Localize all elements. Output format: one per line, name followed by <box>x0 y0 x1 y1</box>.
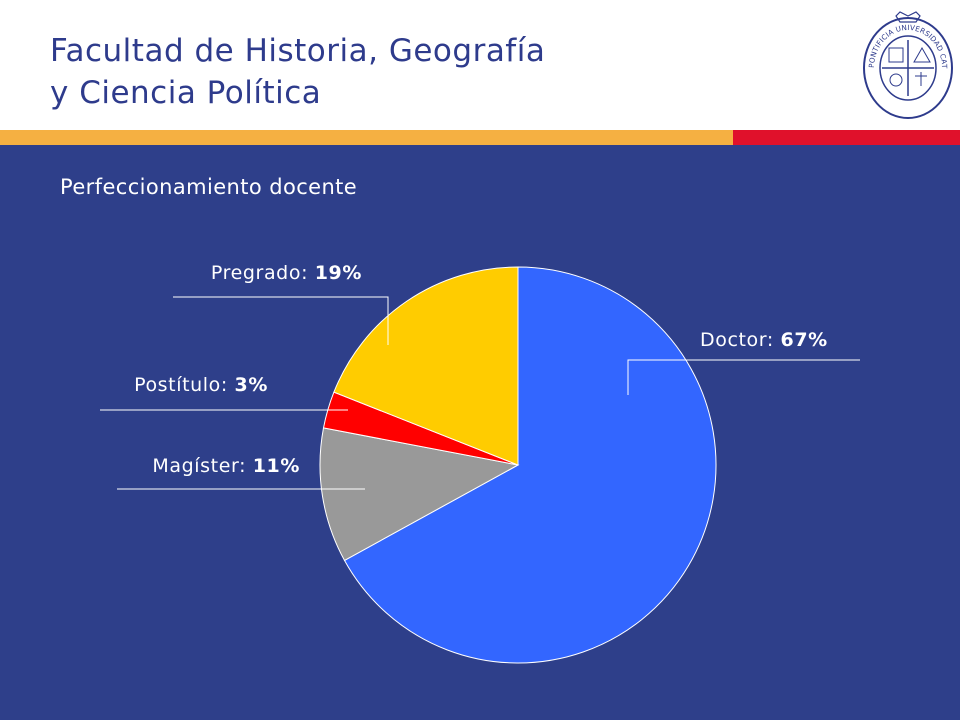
pie-slice-pregrado <box>333 266 519 466</box>
data-label-name-pregrado: Pregrado: <box>211 262 315 284</box>
pie-slice-doctor <box>343 266 717 664</box>
data-label-postitulo: Postítulo: 3% <box>134 374 268 396</box>
data-label-magister: Magíster: 11% <box>152 455 300 477</box>
data-label-value-postitulo: 3% <box>235 374 268 396</box>
data-label-name-doctor: Doctor: <box>700 329 781 351</box>
pie-slice-magister <box>319 427 520 562</box>
data-label-value-magister: 11% <box>253 455 300 477</box>
data-label-value-pregrado: 19% <box>315 262 362 284</box>
data-label-doctor: Doctor: 67% <box>700 329 828 351</box>
data-label-name-magister: Magíster: <box>152 455 252 477</box>
pie-chart: Doctor: 67% Magíster: 11% Postítulo: 3% Pre… <box>100 262 860 664</box>
university-seal-logo: PONTIFICIA UNIVERSIDAD CATÓLICA DE CHILE <box>860 10 953 119</box>
slide-body: Perfeccionamiento docente Doctor: 67% Mag… <box>0 145 960 720</box>
slide-subtitle: Perfeccionamiento docente <box>60 175 358 199</box>
leader-line-doctor <box>627 359 860 395</box>
data-label-name-postitulo: Postítulo: <box>134 374 234 396</box>
slide-header: Facultad de Historia, Geografía y Cienci… <box>0 0 960 130</box>
data-label-pregrado: Pregrado: 19% <box>211 262 362 284</box>
stripe-orange <box>0 130 733 145</box>
stripe-red <box>733 130 960 145</box>
data-label-value-doctor: 67% <box>781 329 828 351</box>
title-line-1: Facultad de Historia, Geografía <box>50 33 546 69</box>
header-stripe <box>0 130 960 145</box>
title-line-2: y Ciencia Política <box>50 75 322 111</box>
leader-line-pregrado <box>173 296 389 345</box>
page-title: Facultad de Historia, Geografía y Cienci… <box>50 30 545 114</box>
